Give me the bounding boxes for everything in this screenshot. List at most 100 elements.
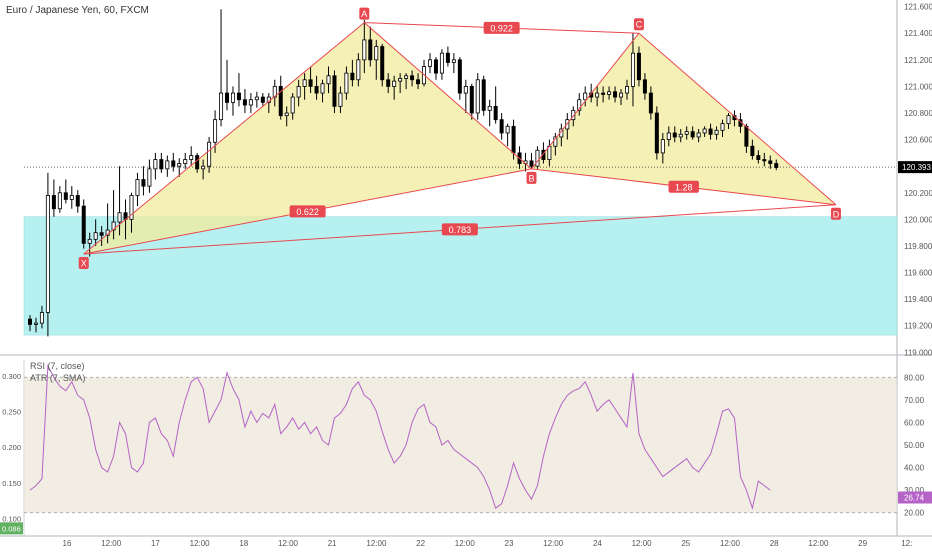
candle xyxy=(236,73,241,107)
time-tick-label: 29 xyxy=(858,539,867,548)
candle-body xyxy=(51,195,56,210)
candle xyxy=(99,226,104,246)
candle xyxy=(362,19,367,74)
candle xyxy=(756,150,761,164)
candle xyxy=(308,66,313,94)
rsi-tick-label: 60.00 xyxy=(904,418,925,427)
candle-body xyxy=(284,112,289,117)
candle-body xyxy=(487,105,492,111)
atr-indicator-label[interactable]: ATR (7, SMA) xyxy=(30,373,86,383)
price-tick-label: 119.400 xyxy=(904,295,932,304)
candle xyxy=(284,106,289,127)
candle xyxy=(93,219,98,246)
candle-body xyxy=(607,91,612,95)
candle-body xyxy=(39,312,44,324)
candle-body xyxy=(475,79,480,114)
candle-body xyxy=(171,160,176,167)
candle-body xyxy=(177,163,182,167)
candle xyxy=(189,146,194,167)
candle-body xyxy=(93,232,98,240)
candle-body xyxy=(750,145,755,156)
candle-body xyxy=(756,155,761,160)
candle-body xyxy=(141,179,146,187)
candle xyxy=(147,159,152,193)
atr-tick-label: 0.250 xyxy=(2,408,21,417)
price-tick-label: 121.600 xyxy=(904,3,932,12)
candle-body xyxy=(666,132,671,141)
candle xyxy=(607,86,612,100)
pattern-point-label: D xyxy=(830,207,841,220)
candle xyxy=(386,73,391,94)
candle xyxy=(33,317,38,333)
candle xyxy=(768,155,773,169)
candle-body xyxy=(493,105,498,121)
candle xyxy=(69,186,74,209)
time-tick-label: 21 xyxy=(328,539,337,548)
time-tick-label: 23 xyxy=(505,539,514,548)
candle-body xyxy=(398,78,403,82)
candle xyxy=(720,119,725,137)
candle-body xyxy=(535,149,540,167)
candle xyxy=(27,315,32,332)
candle-body xyxy=(625,86,630,94)
candle xyxy=(654,106,659,160)
chart-title: Euro / Japanese Yen, 60, FXCM xyxy=(6,5,149,16)
candle xyxy=(499,113,504,140)
rsi-band xyxy=(24,377,897,513)
time-tick-label: 12:00 xyxy=(190,539,211,548)
candle xyxy=(696,128,701,143)
price-tick-label: 119.000 xyxy=(904,348,932,357)
candle-body xyxy=(439,52,444,74)
candle-body xyxy=(362,39,367,61)
candle-body xyxy=(380,46,385,81)
candle xyxy=(177,158,182,177)
candle xyxy=(636,46,641,87)
candle-body xyxy=(260,96,265,103)
rsi-tick-label: 40.00 xyxy=(904,464,925,473)
candle-body xyxy=(583,92,588,101)
candle-body xyxy=(684,131,689,135)
candle xyxy=(201,159,206,180)
candle-body xyxy=(320,83,325,94)
time-tick-label: 12:00 xyxy=(278,539,299,548)
ratio-label-bg xyxy=(483,21,520,34)
candle-body xyxy=(302,79,307,87)
time-tick-label: 24 xyxy=(593,539,602,548)
candle xyxy=(380,43,385,87)
rsi-indicator-label[interactable]: RSI (7, close) xyxy=(30,361,85,371)
candle xyxy=(356,53,361,87)
time-tick-label: 28 xyxy=(770,539,779,548)
candle-body xyxy=(248,99,253,106)
candle-body xyxy=(648,92,653,114)
candle-body xyxy=(404,75,409,79)
candle-body xyxy=(368,39,373,61)
candle-body xyxy=(619,92,624,98)
ratio-label: 1.28 xyxy=(668,180,699,193)
pattern-point-text: X xyxy=(81,258,87,268)
candle xyxy=(75,190,80,213)
pattern-line-xa xyxy=(83,22,365,255)
candle-body xyxy=(571,109,576,121)
candle-body xyxy=(326,75,331,85)
candle-body xyxy=(726,115,731,125)
ratio-label: 0.783 xyxy=(441,223,478,236)
candle-body xyxy=(242,99,247,106)
candle xyxy=(678,128,683,143)
candle-body xyxy=(356,59,361,81)
pattern-point-text: A xyxy=(361,9,367,19)
candle xyxy=(81,199,86,249)
candle-body xyxy=(690,131,695,138)
candle xyxy=(708,123,713,140)
candle xyxy=(368,26,373,67)
candle xyxy=(469,83,474,120)
candle-body xyxy=(230,92,235,103)
candle xyxy=(63,179,68,204)
candle xyxy=(171,152,176,172)
candle-body xyxy=(636,52,641,81)
candle-body xyxy=(153,159,158,170)
candle-body xyxy=(81,205,86,244)
candle-body xyxy=(451,59,456,63)
candle-body xyxy=(720,123,725,131)
